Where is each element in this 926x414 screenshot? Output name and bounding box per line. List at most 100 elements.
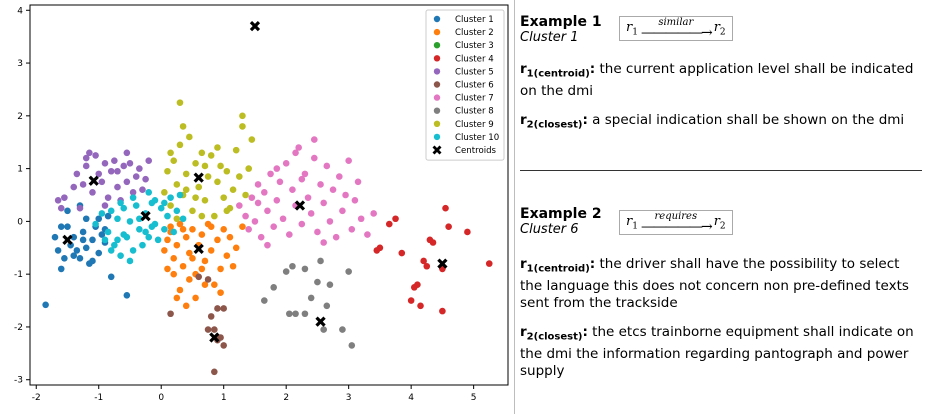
horizontal-separator: [520, 170, 922, 171]
data-point: [392, 215, 399, 223]
data-point: [220, 342, 227, 349]
data-point: [173, 241, 181, 249]
data-point: [201, 196, 209, 204]
data-point: [442, 204, 449, 212]
y-tick-label: 1: [17, 165, 23, 175]
data-point: [242, 191, 249, 199]
r1-text: the current application level shall be i…: [520, 61, 914, 99]
data-point: [214, 305, 221, 312]
x-tick-label: 4: [408, 393, 414, 403]
x-tick-label: -1: [94, 393, 103, 403]
data-point: [195, 183, 203, 191]
data-point: [107, 247, 115, 254]
data-point: [189, 226, 196, 233]
data-point: [104, 228, 112, 236]
r1-text: the driver shall have the possibility to…: [520, 256, 909, 311]
centroid-marker: [193, 172, 204, 183]
legend-marker: [433, 107, 441, 114]
data-point: [136, 226, 143, 233]
data-point: [317, 257, 324, 265]
data-point: [98, 210, 106, 217]
example-2-relation: r1 requires —————→ r2: [619, 210, 733, 235]
data-point: [279, 215, 287, 223]
data-point: [123, 291, 131, 299]
data-point: [161, 189, 168, 196]
data-point: [89, 236, 96, 244]
data-point: [217, 289, 224, 296]
centroid-stroke: [209, 332, 220, 343]
data-point: [270, 284, 277, 291]
data-point: [207, 313, 215, 320]
data-point: [298, 175, 306, 183]
data-point: [176, 286, 184, 294]
data-point: [232, 146, 240, 154]
data-point: [282, 160, 290, 167]
data-point: [154, 236, 162, 244]
data-point: [161, 247, 168, 254]
data-point: [323, 162, 331, 170]
legend-label: Cluster 8: [455, 107, 494, 117]
data-point: [179, 226, 187, 233]
legend-box: [425, 9, 505, 161]
data-point: [345, 157, 352, 164]
centroid-marker: [437, 258, 448, 269]
arrow-icon: —————→: [640, 25, 713, 41]
data-point: [114, 215, 121, 223]
data-point: [107, 273, 115, 281]
y-tick-label: 4: [17, 6, 23, 16]
x-tick-label: 2: [283, 393, 289, 403]
data-point: [207, 223, 215, 230]
data-point: [236, 202, 243, 209]
data-point: [164, 236, 171, 244]
example-2-r1: r1(centroid): the driver shall have the …: [520, 256, 920, 312]
data-point: [239, 223, 246, 230]
data-point: [420, 257, 427, 265]
data-point: [214, 178, 221, 186]
data-point: [164, 265, 171, 273]
data-point: [182, 233, 190, 241]
data-point: [42, 301, 49, 309]
data-point: [311, 136, 318, 143]
relation-label: similar: [658, 17, 694, 28]
example-2: Example 2 Cluster 6 r1 requires —————→ r…: [520, 206, 733, 237]
data-point: [132, 202, 140, 209]
data-point: [220, 305, 227, 312]
data-point: [161, 199, 168, 207]
y-tick-label: -2: [14, 323, 23, 333]
centroid-stroke: [140, 210, 151, 222]
data-point: [126, 160, 134, 167]
data-point: [354, 178, 362, 186]
example-1-r1: r1(centroid): the current application le…: [520, 61, 920, 100]
y-tick-label: -3: [14, 376, 23, 386]
data-point: [170, 157, 178, 164]
data-point: [192, 194, 199, 201]
legend-label: Cluster 6: [455, 81, 494, 91]
data-point: [186, 133, 193, 141]
data-point: [117, 252, 124, 259]
x-tick-label: 3: [346, 393, 352, 403]
centroid-marker: [88, 175, 99, 186]
relation-left: r1: [626, 214, 638, 232]
data-point: [173, 207, 181, 215]
data-point: [335, 173, 343, 180]
data-point: [176, 220, 184, 228]
data-point: [145, 157, 153, 164]
data-point: [417, 302, 424, 310]
data-point: [292, 310, 299, 318]
data-point: [98, 231, 106, 238]
data-point: [201, 281, 209, 289]
data-point: [245, 226, 252, 233]
legend-marker: [433, 15, 441, 23]
legend-marker: [433, 68, 441, 75]
data-point: [464, 228, 471, 236]
data-point: [164, 212, 171, 220]
data-point: [161, 226, 168, 233]
data-point: [198, 149, 206, 157]
legend-marker: [433, 28, 441, 36]
data-point: [292, 149, 299, 157]
data-point: [179, 123, 187, 130]
y-tick-label: 2: [17, 112, 23, 122]
data-point: [104, 212, 112, 220]
data-point: [198, 231, 206, 238]
data-point: [170, 270, 178, 278]
